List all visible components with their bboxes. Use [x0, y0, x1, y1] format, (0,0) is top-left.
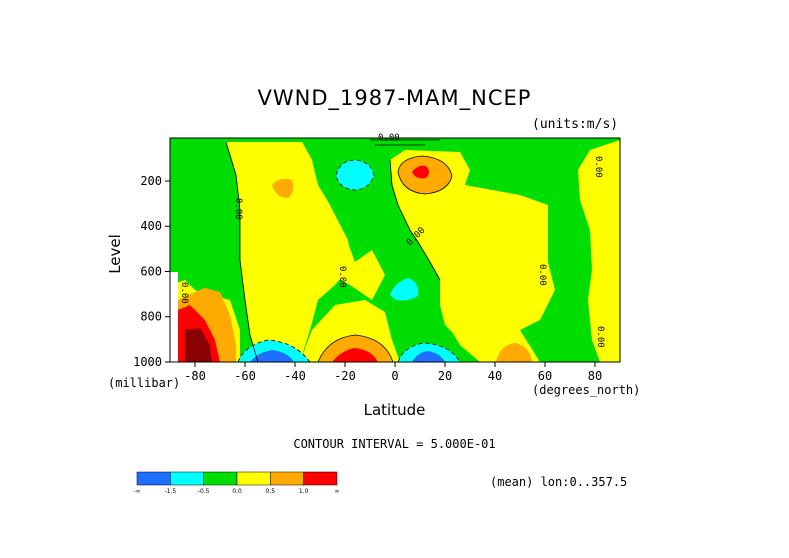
colorbar-label: 0.0 — [232, 488, 242, 495]
x-ticks: -80 -60 -40 -20 0 20 40 60 80 — [184, 362, 602, 383]
region-orange-small — [272, 178, 294, 198]
y-tick-label: 800 — [140, 310, 162, 324]
y-tick-label: 600 — [140, 264, 162, 278]
contour-label: 0.00 — [233, 198, 243, 220]
region-darkred-left — [185, 328, 212, 362]
colorbar-label: -∞ — [133, 488, 140, 495]
colorbar-swatch — [236, 471, 271, 486]
chart-title: VWND_1987-MAM_NCEP — [257, 86, 532, 110]
region-cyan-mid — [390, 278, 419, 301]
region-cyan-upper — [336, 160, 374, 190]
contour-line — [389, 159, 441, 281]
colorbar-swatch — [136, 471, 171, 486]
region-red-lower — [332, 348, 378, 362]
colorbar: -∞ -1.5 -0.5 0.0 0.5 1.0 ∞ — [133, 471, 340, 495]
contour-label: 0.00 — [537, 264, 547, 286]
y-tick-label: 1000 — [133, 355, 162, 369]
colorbar-label: -1.5 — [164, 488, 176, 495]
region-yellow-3 — [390, 150, 555, 350]
contour-line — [397, 155, 453, 195]
contour-label: 0.00 — [595, 326, 605, 348]
x-tick-label: 60 — [538, 369, 552, 383]
colorbar-label: -0.5 — [198, 488, 210, 495]
x-tick-label: -40 — [284, 369, 306, 383]
colorbar-swatch — [203, 471, 238, 486]
y-tick-label: 400 — [140, 219, 162, 233]
units-label: (units:m/s) — [532, 117, 619, 132]
region-yellow-2 — [226, 142, 352, 362]
contour-interval-text: CONTOUR INTERVAL = 5.000E-01 — [293, 437, 496, 451]
contour-line — [335, 159, 375, 191]
contour-fills — [170, 138, 620, 362]
colorbar-label: ∞ — [335, 488, 340, 495]
y-ticks: 200 400 600 800 1000 — [133, 174, 170, 369]
colorbar-swatch — [303, 471, 338, 486]
contour-line — [225, 141, 259, 363]
contour-line — [397, 342, 461, 363]
region-blue-lower-right — [412, 351, 445, 362]
region-yellow-4 — [578, 140, 620, 362]
x-tick-label: 40 — [488, 369, 502, 383]
colorbar-label: 0.5 — [266, 488, 276, 495]
contour-line — [317, 334, 394, 363]
mean-text: (mean) lon:0..357.5 — [490, 475, 628, 489]
x-axis-label: Latitude — [363, 401, 426, 419]
x-tick-label: -20 — [334, 369, 356, 383]
y-axis-unit: (millibar) — [108, 376, 181, 390]
contour-lines — [225, 139, 461, 363]
x-tick-label: 0 — [391, 369, 398, 383]
x-tick-label: 20 — [438, 369, 452, 383]
region-yellow-7 — [440, 280, 540, 362]
contour-line — [237, 339, 311, 363]
contour-label: 0.00 — [337, 266, 347, 288]
colorbar-swatch — [170, 471, 204, 486]
x-tick-label: 80 — [588, 369, 602, 383]
colorbar-label: 1.0 — [299, 488, 309, 495]
contour-label: 0.00 — [593, 156, 603, 178]
x-tick-label: -80 — [184, 369, 206, 383]
x-tick-label: -60 — [234, 369, 256, 383]
region-blue-lower-left — [250, 350, 294, 362]
contour-label: 0.00 — [179, 282, 189, 304]
y-tick-label: 200 — [140, 174, 162, 188]
region-orange-right — [496, 343, 532, 362]
region-red-upper — [412, 165, 429, 179]
x-axis-unit: (degrees_north) — [532, 383, 641, 397]
missing-data-region — [170, 272, 178, 362]
colorbar-swatch — [270, 471, 304, 486]
